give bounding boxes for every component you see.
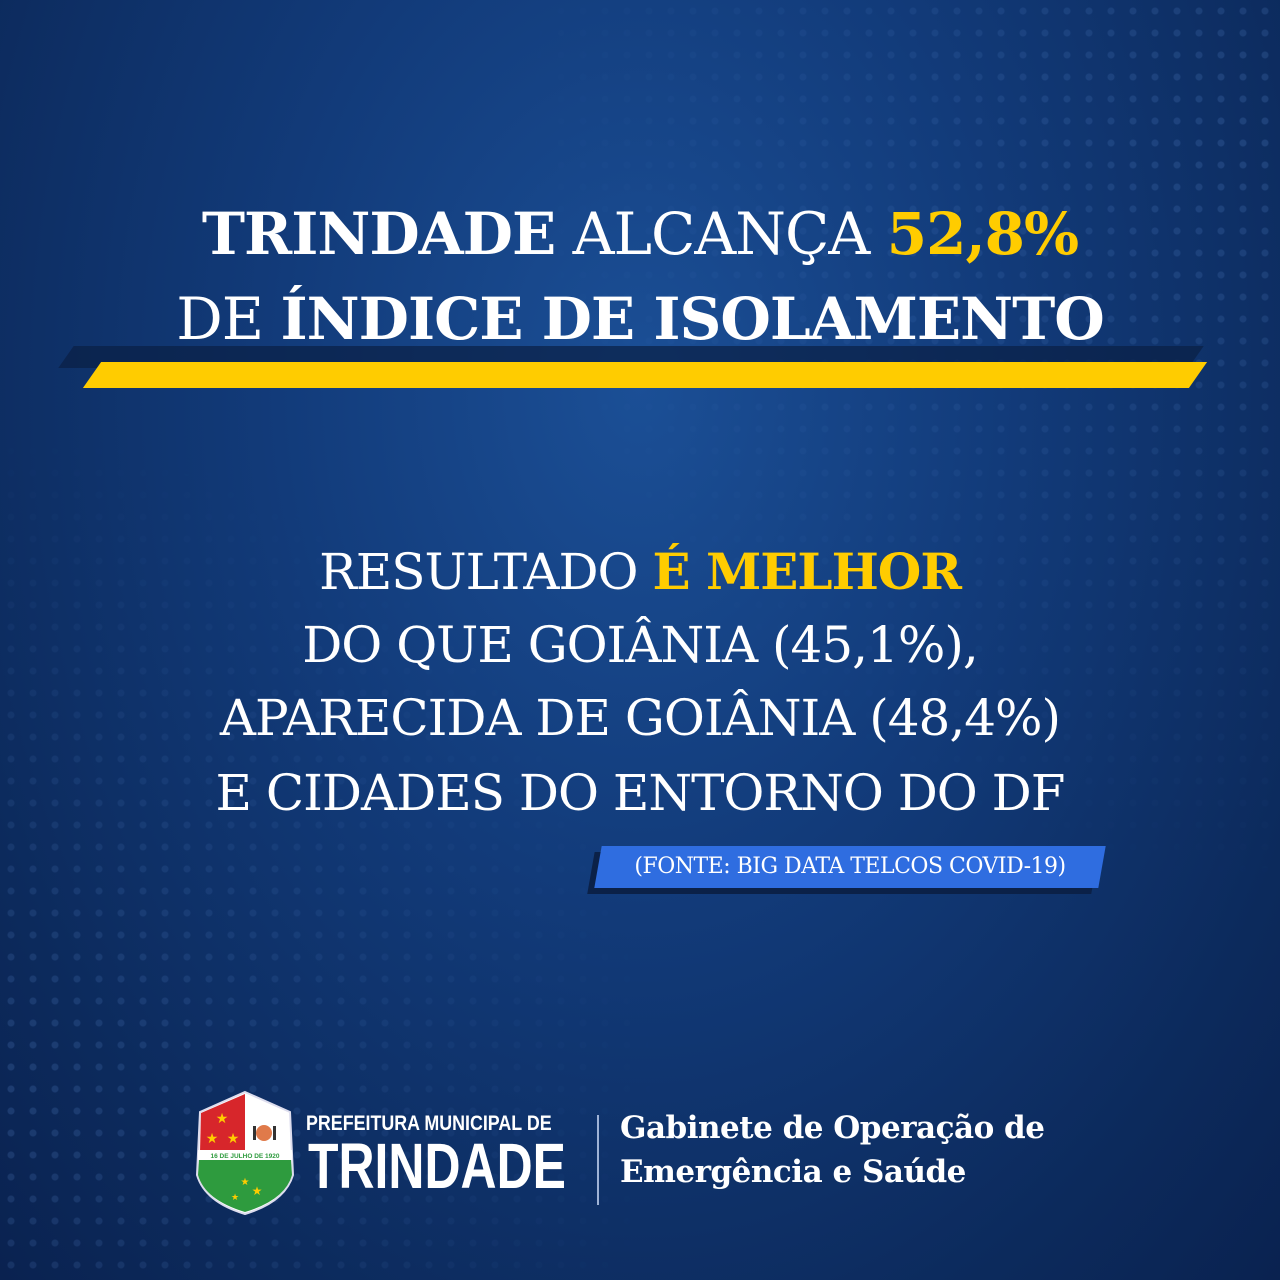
- headline-line-1: TRINDADE ALCANÇA 52,8%: [201, 200, 1079, 268]
- svg-text:★: ★: [252, 1184, 263, 1198]
- headline-line-2: DE ÍNDICE DE ISOLAMENTO: [176, 285, 1105, 353]
- svg-text:★: ★: [216, 1111, 229, 1127]
- city-name: TRINDADE: [308, 1130, 566, 1202]
- body-line-4: E CIDADES DO ENTORNO DO DF: [215, 764, 1066, 822]
- svg-text:★: ★: [231, 1193, 239, 1203]
- yellow-underline: [82, 362, 1208, 388]
- body-line-1: RESULTADO É MELHOR: [319, 542, 962, 601]
- prefeitura-label: PREFEITURA MUNICIPAL DE: [306, 1112, 552, 1135]
- source-text: (FONTE: BIG DATA TELCOS COVID-19): [634, 854, 1066, 879]
- body-line-2: DO QUE GOIÂNIA (45,1%),: [302, 616, 979, 674]
- footer-divider: [597, 1115, 599, 1205]
- office-line-2: Emergência e Saúde: [620, 1154, 966, 1190]
- body-line-3: APARECIDA DE GOIÂNIA (48,4%): [219, 689, 1061, 747]
- svg-text:★: ★: [206, 1131, 219, 1147]
- crest-date-text: 16 DE JULHO DE 1920: [210, 1153, 279, 1160]
- office-line-1: Gabinete de Operação de: [620, 1110, 1045, 1146]
- svg-text:★: ★: [227, 1131, 240, 1147]
- svg-text:★: ★: [241, 1177, 250, 1188]
- trindade-crest-logo: 16 DE JULHO DE 1920 ★ ★ ★ ★ ★ ★: [195, 1090, 295, 1215]
